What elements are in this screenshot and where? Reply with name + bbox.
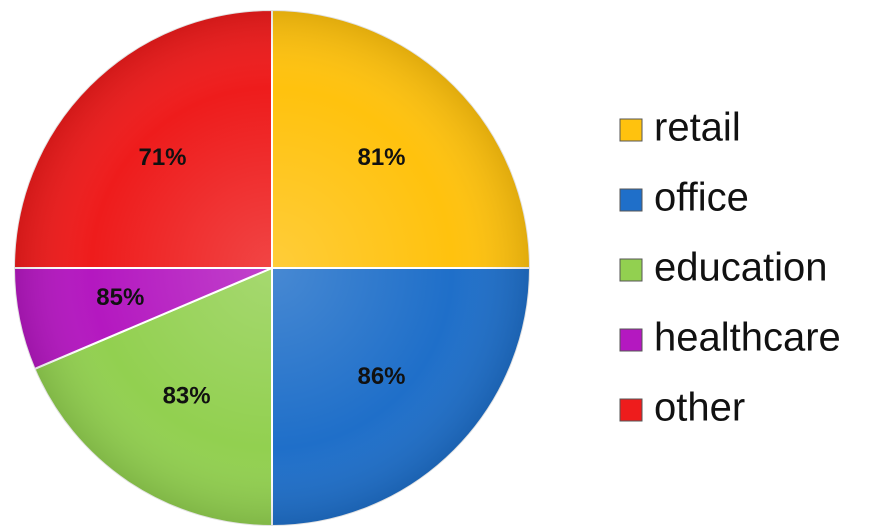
pie-slice-office	[271, 267, 532, 528]
slice-data-labels: 81% 86% 83% 85% 71%	[96, 144, 405, 410]
legend-label-other: other	[654, 386, 745, 430]
legend-swatch-office	[619, 188, 643, 212]
data-label-other: 71%	[138, 144, 186, 171]
data-label-healthcare: 85%	[96, 284, 144, 311]
data-label-office: 86%	[357, 363, 405, 390]
legend-item-retail: retail	[619, 106, 741, 150]
legend-item-office: office	[619, 176, 749, 220]
pie-slice-other	[12, 8, 273, 269]
legend-label-education: education	[654, 246, 827, 290]
legend-label-retail: retail	[654, 106, 741, 150]
legend-item-other: other	[619, 386, 745, 430]
legend-swatch-other	[619, 398, 643, 422]
legend-item-education: education	[619, 246, 827, 290]
legend: retail office education healthcare other	[619, 106, 841, 430]
legend-label-healthcare: healthcare	[654, 316, 841, 360]
legend-item-healthcare: healthcare	[619, 316, 841, 360]
legend-swatch-education	[619, 258, 643, 282]
legend-swatch-retail	[619, 118, 643, 142]
pie-slice-retail	[271, 8, 532, 269]
data-label-retail: 81%	[357, 144, 405, 171]
legend-swatch-healthcare	[619, 328, 643, 352]
legend-label-office: office	[654, 176, 749, 220]
data-label-education: 83%	[163, 382, 211, 409]
pie-slices	[12, 8, 532, 528]
